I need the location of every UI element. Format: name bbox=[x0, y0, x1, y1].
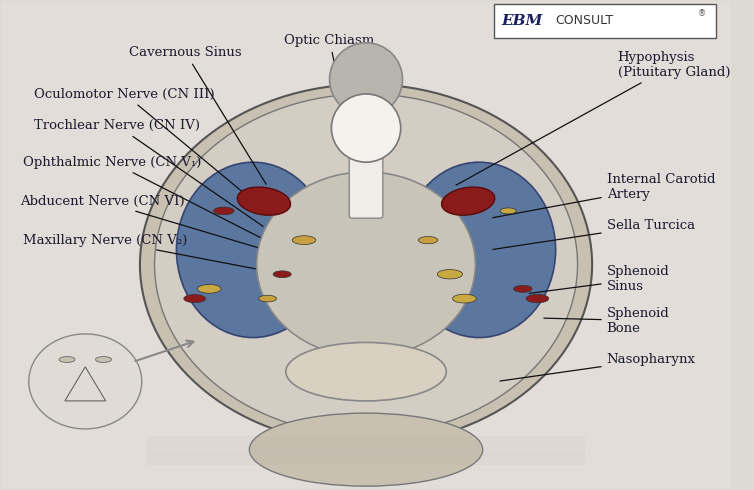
Ellipse shape bbox=[256, 172, 476, 357]
Ellipse shape bbox=[273, 271, 291, 278]
Text: CONSULT: CONSULT bbox=[556, 14, 614, 27]
Ellipse shape bbox=[403, 162, 556, 338]
Ellipse shape bbox=[259, 295, 277, 302]
Ellipse shape bbox=[96, 357, 112, 363]
Ellipse shape bbox=[418, 237, 438, 244]
Ellipse shape bbox=[293, 236, 316, 245]
Text: EBM: EBM bbox=[501, 14, 542, 28]
Ellipse shape bbox=[59, 357, 75, 363]
Ellipse shape bbox=[500, 208, 516, 214]
Text: Internal Carotid
Artery: Internal Carotid Artery bbox=[493, 172, 716, 218]
Text: ®: ® bbox=[698, 9, 706, 18]
Ellipse shape bbox=[238, 187, 290, 215]
FancyBboxPatch shape bbox=[349, 150, 383, 218]
Text: Maxillary Nerve (CN V₂): Maxillary Nerve (CN V₂) bbox=[23, 234, 256, 269]
Text: Sphenoid
Sinus: Sphenoid Sinus bbox=[529, 265, 670, 294]
Text: Trochlear Nerve (CN IV): Trochlear Nerve (CN IV) bbox=[34, 119, 263, 226]
Ellipse shape bbox=[29, 334, 142, 429]
Ellipse shape bbox=[452, 294, 477, 303]
Ellipse shape bbox=[442, 187, 495, 215]
Text: Oculomotor Nerve (CN III): Oculomotor Nerve (CN III) bbox=[34, 87, 263, 209]
Ellipse shape bbox=[176, 162, 329, 338]
FancyArrowPatch shape bbox=[135, 341, 194, 361]
Ellipse shape bbox=[250, 413, 483, 486]
Ellipse shape bbox=[140, 84, 592, 445]
Text: Sella Turcica: Sella Turcica bbox=[493, 219, 695, 249]
Ellipse shape bbox=[213, 207, 234, 215]
Ellipse shape bbox=[526, 294, 549, 303]
FancyBboxPatch shape bbox=[494, 4, 716, 38]
Text: Cavernous Sinus: Cavernous Sinus bbox=[129, 46, 266, 184]
Ellipse shape bbox=[329, 43, 403, 116]
Ellipse shape bbox=[155, 94, 578, 435]
Ellipse shape bbox=[513, 285, 532, 293]
Ellipse shape bbox=[198, 285, 221, 293]
Text: Abducent Nerve (CN VI): Abducent Nerve (CN VI) bbox=[20, 195, 262, 249]
Ellipse shape bbox=[286, 343, 446, 401]
Text: Optic Chiasm: Optic Chiasm bbox=[284, 34, 375, 130]
Ellipse shape bbox=[437, 270, 462, 279]
Text: Hypophysis
(Pituitary Gland): Hypophysis (Pituitary Gland) bbox=[456, 51, 730, 185]
Text: Sphenoid
Bone: Sphenoid Bone bbox=[544, 307, 670, 335]
Ellipse shape bbox=[184, 294, 206, 303]
Text: Ophthalmic Nerve (CN V₁): Ophthalmic Nerve (CN V₁) bbox=[23, 156, 263, 239]
Ellipse shape bbox=[332, 94, 400, 162]
Text: Nasopharynx: Nasopharynx bbox=[500, 353, 696, 381]
